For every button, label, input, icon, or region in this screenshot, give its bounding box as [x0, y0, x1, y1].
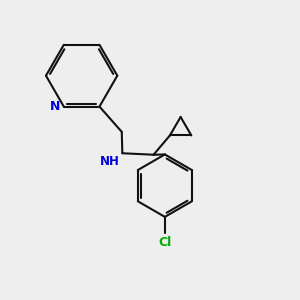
Text: Cl: Cl	[158, 236, 172, 249]
Text: N: N	[50, 100, 60, 113]
Text: NH: NH	[100, 155, 120, 168]
